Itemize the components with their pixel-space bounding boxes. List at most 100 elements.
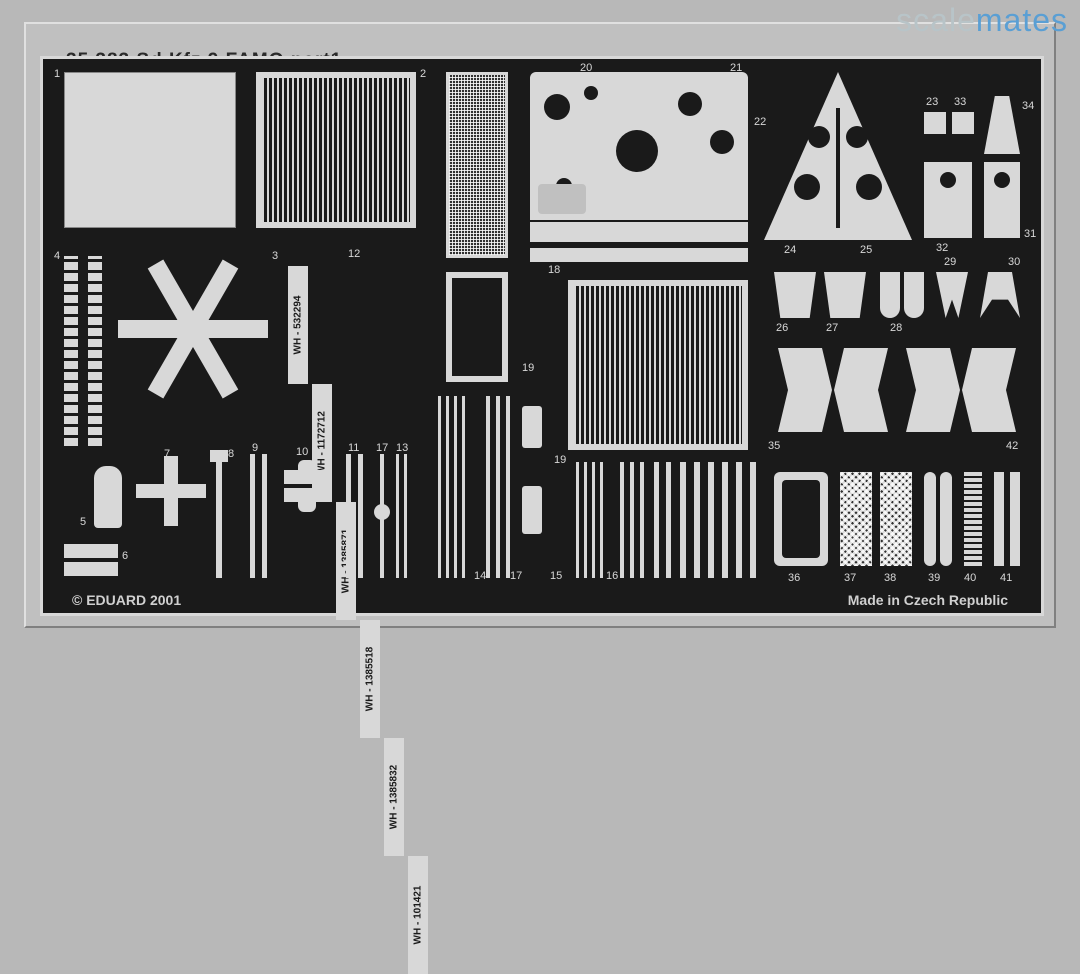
label-22: 22 — [754, 116, 766, 128]
label-3: 3 — [272, 250, 278, 262]
part-34 — [984, 96, 1020, 154]
part-6b — [64, 562, 118, 576]
label-17a: 17 — [376, 442, 388, 454]
pe-fret: 1 2 4 3 WH - 532294 WH - 1172712 WH - 13… — [40, 56, 1044, 616]
part-10 — [284, 470, 330, 484]
part-strip-r8 — [708, 462, 714, 578]
part-20-dash — [530, 72, 748, 242]
label-19: 19 — [554, 454, 566, 466]
watermark-right: mates — [976, 2, 1068, 38]
label-32: 32 — [936, 242, 948, 254]
label-1: 1 — [54, 68, 60, 80]
label-21: 21 — [730, 62, 742, 74]
part-strip-r5 — [666, 462, 671, 578]
part-strip-c5 — [486, 396, 490, 578]
label-28: 28 — [890, 322, 902, 334]
plate-5: WH - 101421 — [408, 856, 428, 974]
part-2-grille — [256, 72, 416, 228]
part-28b — [904, 272, 924, 318]
part-7-cross — [136, 456, 206, 526]
part-37 — [840, 472, 872, 566]
footer-origin: Made in Czech Republic — [848, 592, 1008, 608]
part-23b — [952, 112, 974, 134]
part-27a — [824, 272, 866, 318]
part-40 — [964, 472, 982, 566]
part-16-strip-c — [592, 462, 595, 578]
label-42: 42 — [1006, 440, 1018, 452]
part-3-fan — [118, 254, 268, 404]
part-11b — [358, 454, 363, 578]
part-39b — [940, 472, 952, 566]
part-41b — [1010, 472, 1020, 566]
part-36 — [774, 472, 828, 566]
part-38 — [880, 472, 912, 566]
part-31 — [984, 162, 1020, 238]
label-37: 37 — [844, 572, 856, 584]
label-14: 14 — [474, 570, 486, 582]
footer-copyright: © EDUARD 2001 — [72, 592, 181, 608]
part-strip-c6 — [496, 396, 500, 578]
label-8: 8 — [228, 448, 234, 460]
part-30 — [980, 272, 1020, 318]
part-frame-small — [446, 272, 508, 382]
part-strip-r7 — [694, 462, 700, 578]
part-strip-c4 — [462, 396, 465, 578]
sprue-right — [1041, 56, 1044, 616]
label-15: 15 — [550, 570, 562, 582]
part-4-chain-a — [64, 256, 78, 446]
plate-0: WH - 532294 — [288, 266, 308, 384]
label-24: 24 — [784, 244, 796, 256]
part-23a — [924, 112, 946, 134]
part-5 — [94, 466, 122, 528]
part-16-strip-d — [600, 462, 603, 578]
label-17b: 17 — [510, 570, 522, 582]
part-11a — [346, 454, 351, 578]
label-11: 11 — [348, 442, 359, 454]
part-26a — [774, 272, 816, 318]
part-16-strip-a — [576, 462, 579, 578]
part-strip-r3 — [640, 462, 644, 578]
part-strip-r2 — [630, 462, 634, 578]
part-15b — [522, 406, 542, 448]
watermark: scalemates — [896, 2, 1068, 39]
part-strip-r11 — [750, 462, 756, 578]
label-18: 18 — [548, 264, 560, 276]
part-29 — [936, 272, 968, 318]
label-4: 4 — [54, 250, 60, 262]
part-4-chain-b — [88, 256, 102, 446]
part-8-top — [210, 450, 228, 462]
part-8 — [216, 454, 222, 578]
label-5: 5 — [80, 516, 86, 528]
part-13b — [404, 454, 407, 578]
label-23: 23 — [926, 96, 938, 108]
part-10-knob-b — [298, 502, 316, 512]
label-40: 40 — [964, 572, 976, 584]
watermark-left: scale — [896, 2, 976, 38]
fret-frame: 35 383 Sd.Kfz.9 FAMO part1 1 2 4 3 WH - … — [24, 22, 1056, 628]
part-mesh-center — [446, 72, 508, 258]
part-35 — [774, 344, 892, 436]
label-9: 9 — [252, 442, 258, 454]
sprue-bottom — [40, 613, 1044, 616]
label-41: 41 — [1000, 572, 1012, 584]
part-41a — [994, 472, 1004, 566]
part-15a — [522, 486, 542, 534]
part-strip-c1 — [438, 396, 441, 578]
part-10b — [284, 488, 330, 502]
part-32 — [924, 162, 972, 238]
label-13: 13 — [396, 442, 408, 454]
part-strip-c7 — [506, 396, 510, 578]
label-30: 30 — [1008, 256, 1020, 268]
label-26: 26 — [776, 322, 788, 334]
sprue-left — [40, 56, 43, 616]
part-strip-c3 — [454, 396, 457, 578]
part-22-triangle — [764, 72, 912, 240]
part-strip-r1 — [620, 462, 624, 578]
part-18-bar — [530, 248, 748, 262]
label-38: 38 — [884, 572, 896, 584]
part-9b — [262, 454, 267, 578]
label-20: 20 — [580, 62, 592, 74]
sprue-top — [40, 56, 1044, 59]
label-12: 12 — [348, 248, 360, 260]
label-36: 36 — [788, 572, 800, 584]
